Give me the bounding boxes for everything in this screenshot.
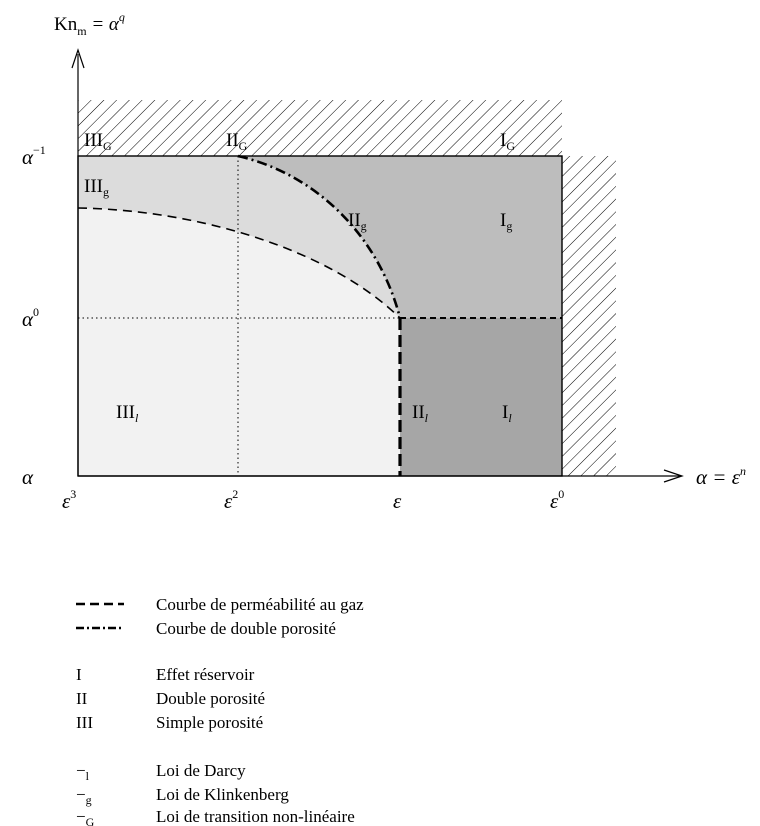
region-label-IIIl: IIIl bbox=[116, 402, 139, 425]
region-label-IIg: IIg bbox=[348, 210, 367, 233]
legend-law-key-G: −G bbox=[76, 807, 95, 826]
y-tick-alpha: α bbox=[22, 465, 34, 489]
legend-regime-label-II: Double porosité bbox=[156, 689, 265, 708]
region-label-IIIg: IIIg bbox=[84, 176, 109, 199]
region-single-porosity-darcy-fill bbox=[78, 208, 400, 318]
legend-law-label-transition: Loi de transition non-linéaire bbox=[156, 807, 355, 826]
region-label-IG: IG bbox=[500, 130, 515, 153]
region-label-IIG: IIG bbox=[226, 130, 248, 153]
gas-permeability-curve bbox=[77, 207, 401, 319]
region-label-Il: Il bbox=[502, 402, 512, 425]
hatched-zone-top bbox=[78, 100, 562, 156]
legend-regime-key-II: II bbox=[76, 689, 88, 708]
legend-regime-key-I: I bbox=[76, 665, 82, 684]
legend-curve-double-porosity: Courbe de double porosité bbox=[156, 619, 336, 638]
legend-law-key-l: −l bbox=[76, 761, 90, 783]
legend-curve-gas: Courbe de perméabilité au gaz bbox=[156, 595, 364, 614]
y-tick-alpha-minus1: α−1 bbox=[22, 143, 46, 169]
y-axis-label: Knm = αq bbox=[54, 10, 125, 38]
legend-regime-label-I: Effet réservoir bbox=[156, 665, 255, 684]
legend-law-label-darcy: Loi de Darcy bbox=[156, 761, 246, 780]
legend-regime-key-III: III bbox=[76, 713, 93, 732]
region-label-Ig: Ig bbox=[500, 210, 512, 233]
x-tick-eps: ε bbox=[393, 489, 402, 513]
x-axis-arrow bbox=[663, 469, 684, 483]
y-tick-alpha-0: α0 bbox=[22, 305, 39, 331]
legend-law-label-klinkenberg: Loi de Klinkenberg bbox=[156, 785, 289, 804]
region-label-IIl: IIl bbox=[412, 402, 429, 425]
legend-regime-label-III: Simple porosité bbox=[156, 713, 263, 732]
region-reservoir-darcy-fill bbox=[400, 318, 562, 476]
legend-law-key-g: −g bbox=[76, 785, 92, 807]
x-tick-eps2: ε2 bbox=[224, 487, 238, 513]
x-tick-eps0: ε0 bbox=[550, 487, 564, 513]
double-porosity-curve bbox=[237, 154, 402, 319]
y-axis-arrow bbox=[71, 48, 85, 69]
hatched-zone-right bbox=[562, 156, 616, 476]
x-tick-eps3: ε3 bbox=[62, 487, 76, 513]
region-label-IIIG: IIIG bbox=[84, 130, 112, 153]
x-axis-label: α = εn bbox=[696, 464, 746, 489]
